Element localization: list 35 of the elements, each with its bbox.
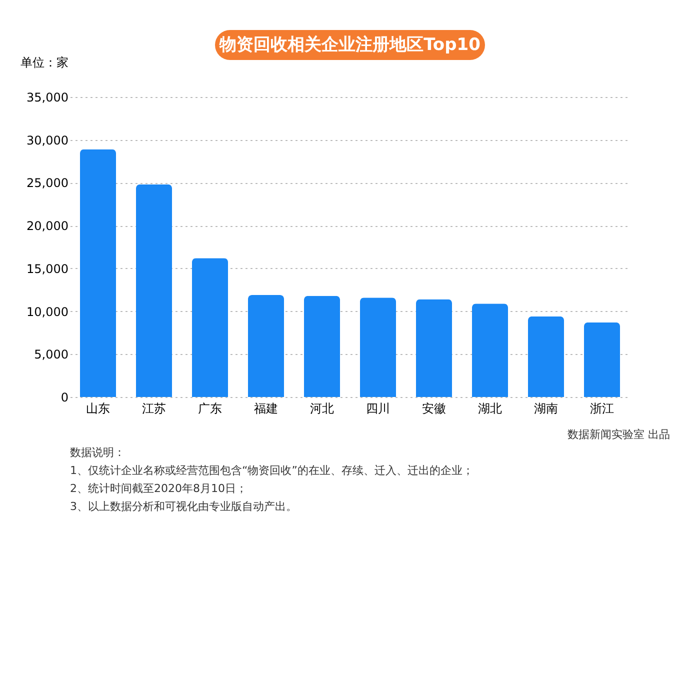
x-tick-label: 山东 [86, 402, 110, 416]
y-tick-label: 0 [60, 390, 68, 404]
bar [528, 316, 564, 397]
y-tick-label: 30,000 [26, 133, 68, 148]
chart-title: 物资回收相关企业注册地区Top10 [218, 35, 481, 55]
text: 数据说明： [70, 446, 125, 459]
bar [248, 295, 284, 397]
x-tick-label: 福建 [254, 402, 278, 416]
x-tick-label: 安徽 [422, 402, 446, 416]
x-tick-label: 广东 [198, 402, 222, 416]
y-tick-label: 10,000 [26, 304, 68, 319]
text: 数据新闻实验室 出品 [568, 428, 670, 441]
bar [416, 299, 452, 397]
text: 2、统计时间截至2020年8月10日； [70, 482, 247, 495]
bar [584, 322, 620, 397]
bar [360, 298, 396, 397]
bar [80, 149, 116, 397]
text: 3、以上数据分析和可视化由专业版自动产出。 [70, 500, 297, 513]
bar [136, 184, 172, 397]
y-axis-title: 单位：家 [20, 56, 68, 70]
y-tick-label: 20,000 [26, 219, 68, 234]
y-tick-label: 15,000 [26, 262, 68, 276]
x-tick-label: 湖北 [478, 402, 502, 416]
x-tick-label: 河北 [310, 402, 334, 416]
y-tick-label: 25,000 [26, 176, 68, 190]
y-tick-label: 35,000 [26, 90, 68, 104]
x-tick-label: 浙江 [590, 402, 614, 416]
bar [192, 258, 228, 397]
x-tick-label: 湖南 [534, 402, 558, 416]
y-tick-label: 5,000 [34, 348, 68, 362]
bar [472, 304, 508, 397]
x-tick-label: 四川 [366, 402, 390, 416]
bar [304, 296, 340, 397]
x-tick-label: 江苏 [142, 402, 166, 416]
text: 1、仅统计企业名称或经营范围包含“物资回收”的在业、存续、迁入、迁出的企业； [70, 464, 474, 477]
